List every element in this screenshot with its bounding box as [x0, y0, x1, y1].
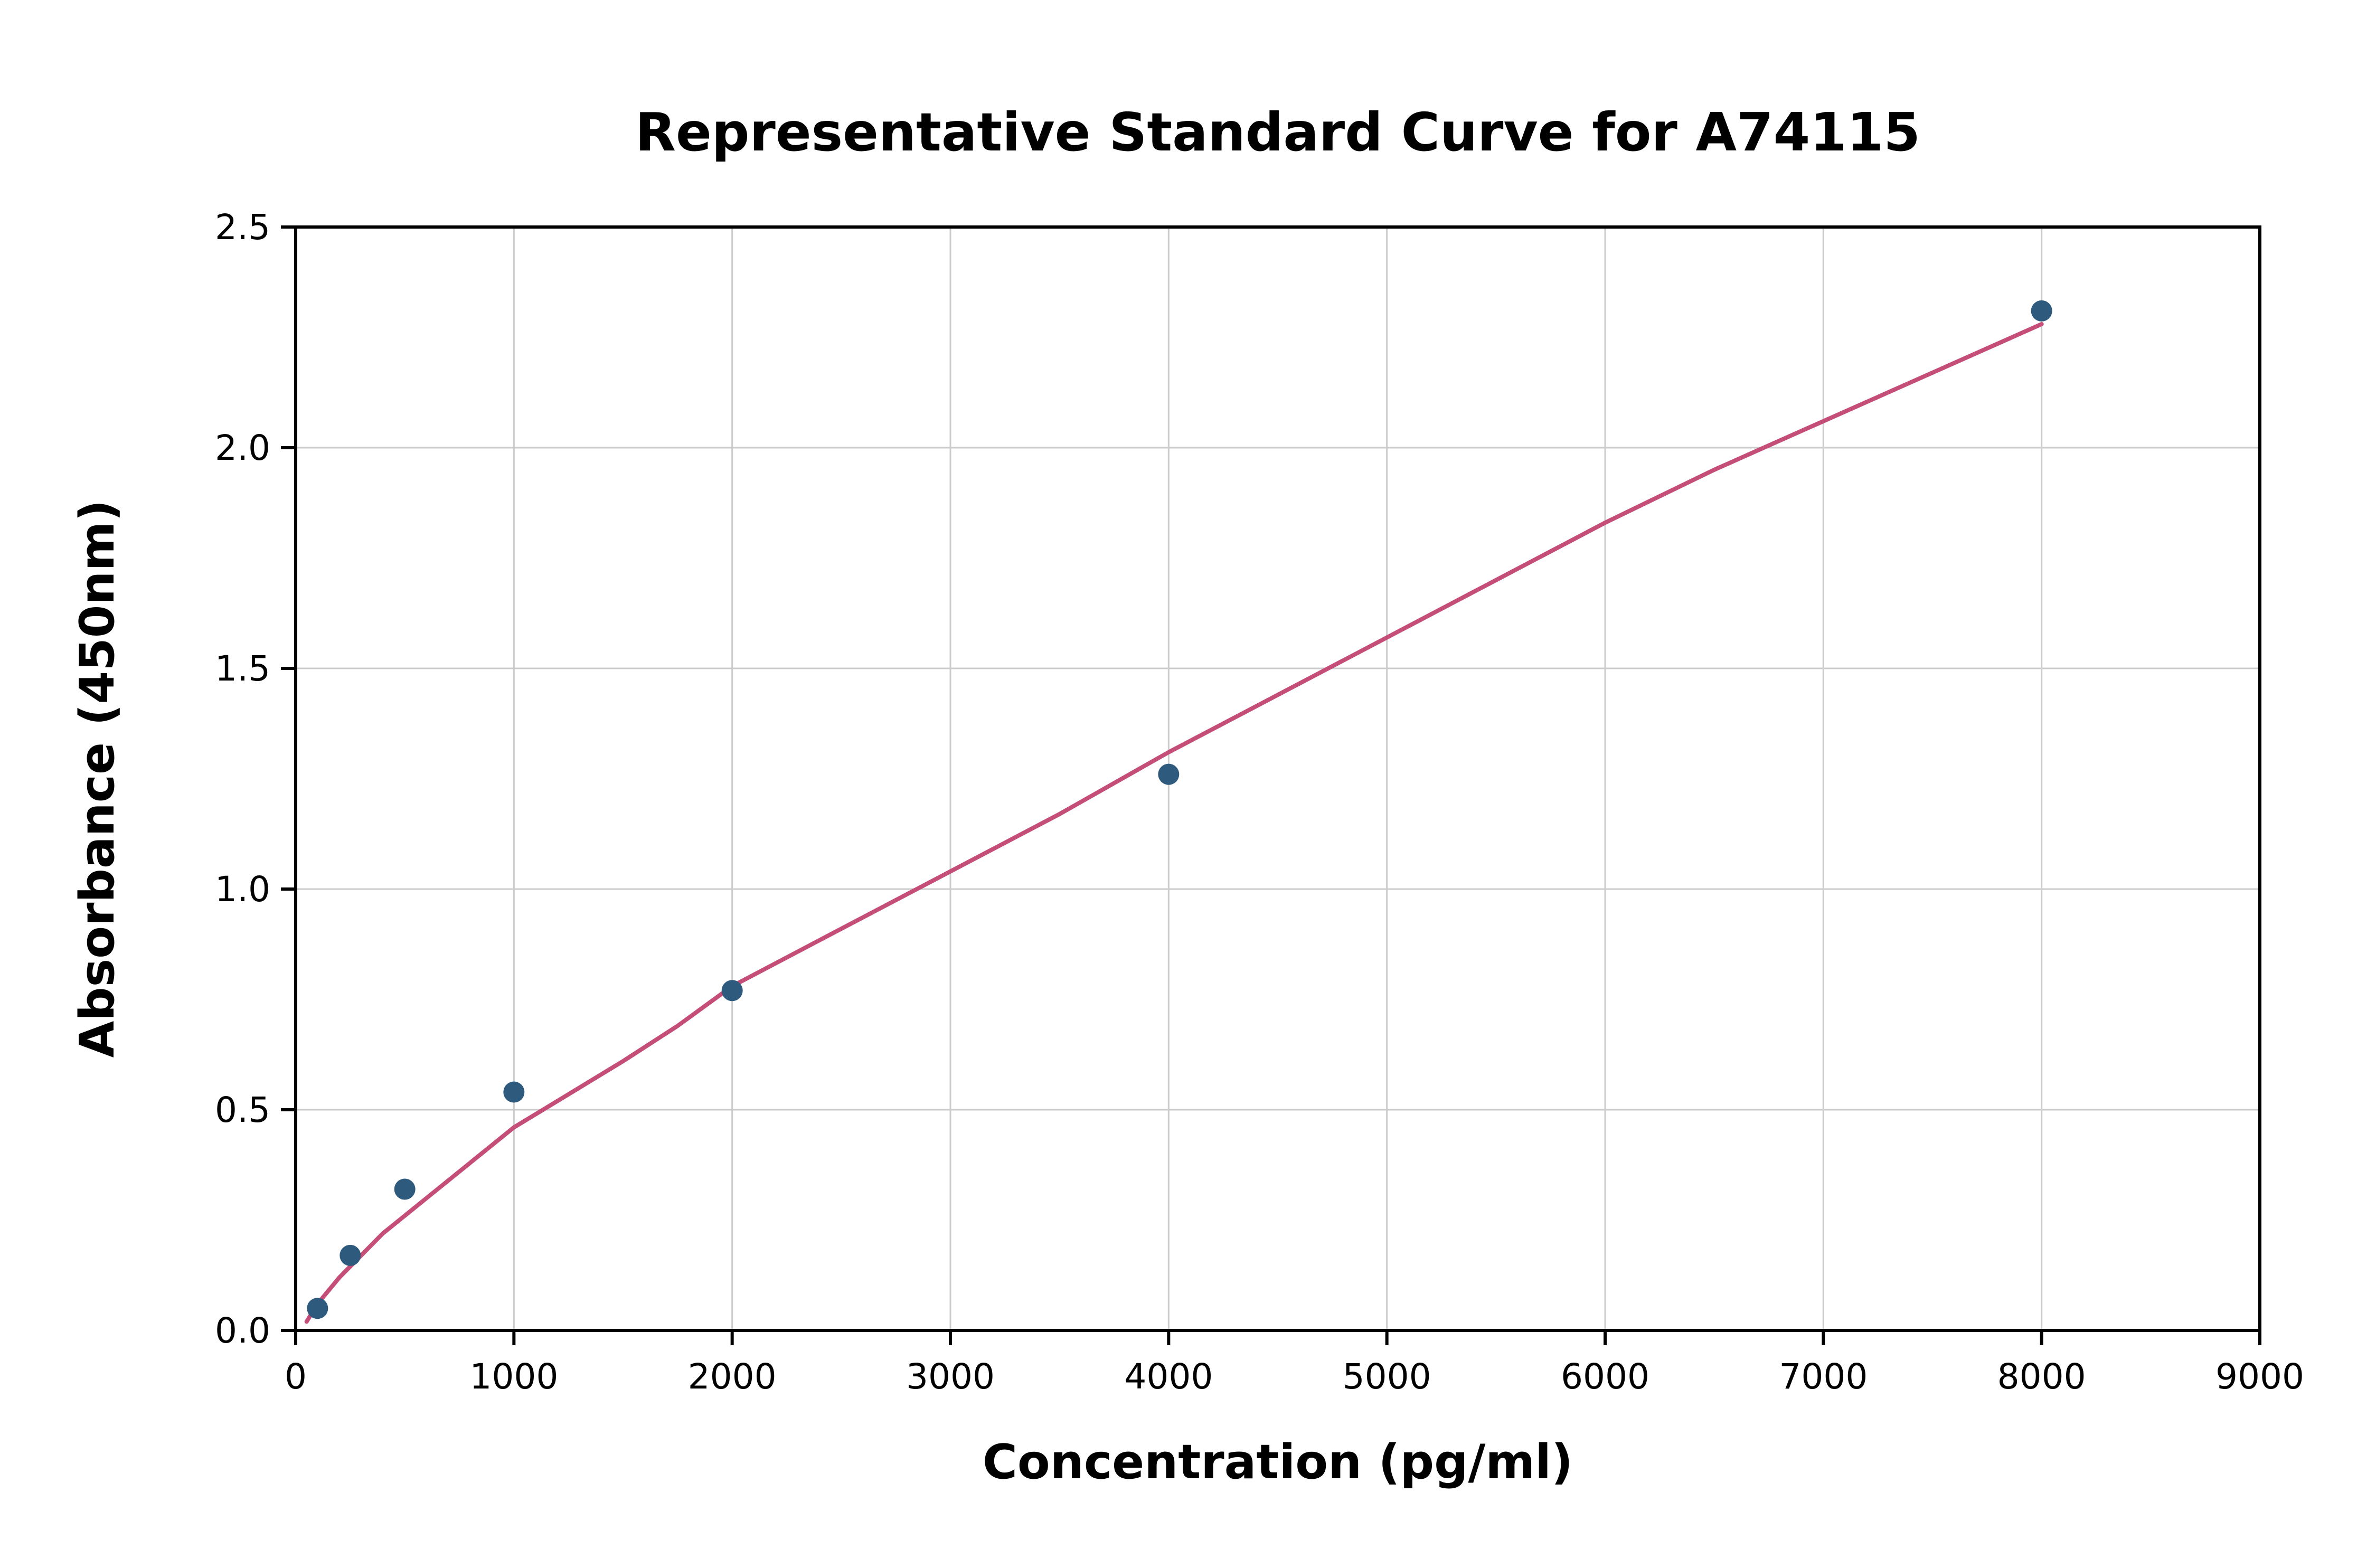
- x-tick-label: 7000: [1779, 1356, 1868, 1397]
- chart-title: Representative Standard Curve for A74115: [635, 101, 1920, 163]
- data-point: [721, 980, 743, 1002]
- y-tick-label: 2.5: [215, 207, 270, 248]
- data-point: [394, 1178, 416, 1200]
- data-point: [1158, 763, 1180, 785]
- x-axis-label: Concentration (pg/ml): [983, 1434, 1573, 1490]
- x-tick-label: 2000: [688, 1356, 777, 1397]
- x-tick-label: 1000: [469, 1356, 558, 1397]
- y-tick-label: 0.5: [215, 1090, 270, 1130]
- x-tick-label: 9000: [2215, 1356, 2304, 1397]
- x-tick-label: 8000: [1997, 1356, 2086, 1397]
- plot-border: [294, 225, 2261, 1332]
- data-point: [503, 1081, 525, 1103]
- data-point: [340, 1244, 361, 1266]
- fit-curve: [304, 322, 2044, 1324]
- x-tick-label: 5000: [1343, 1356, 1431, 1397]
- y-tick-label: 0.0: [215, 1310, 270, 1351]
- x-tick-label: 6000: [1561, 1356, 1649, 1397]
- y-tick-label: 2.0: [215, 428, 270, 468]
- x-tick-label: 0: [285, 1356, 307, 1397]
- y-axis-label: Absorbance (450nm): [70, 500, 125, 1058]
- data-point: [2031, 300, 2052, 322]
- data-point: [307, 1298, 328, 1319]
- y-tick-label: 1.0: [215, 869, 270, 910]
- y-tick-label: 1.5: [215, 648, 270, 689]
- x-tick-label: 4000: [1124, 1356, 1213, 1397]
- x-tick-label: 3000: [906, 1356, 995, 1397]
